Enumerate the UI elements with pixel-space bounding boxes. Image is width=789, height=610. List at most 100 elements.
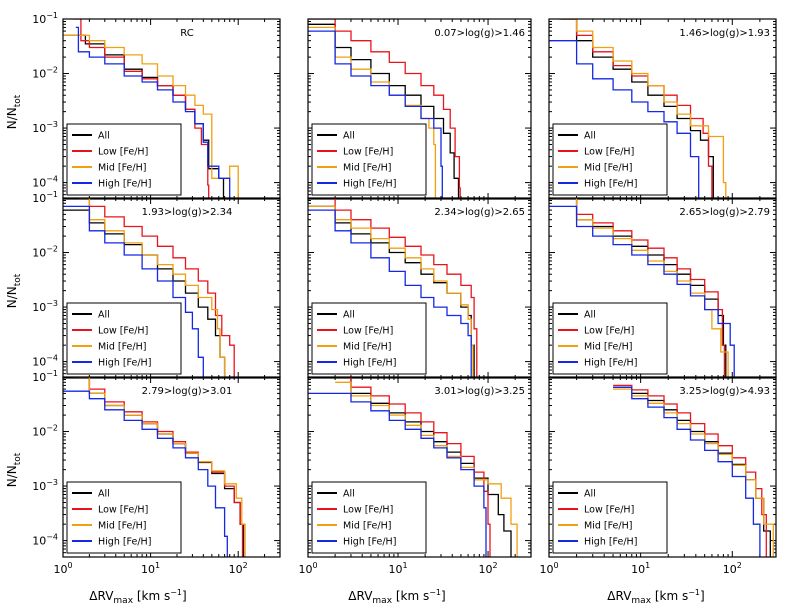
- legend: All Low [Fe/H] Mid [Fe/H] High [Fe/H]: [311, 481, 427, 554]
- series-line-high-fe-h: [613, 386, 761, 557]
- x-axis-label-col-3: ΔRVmax [km s−1]: [607, 588, 704, 606]
- legend-entry: Mid [Fe/H]: [584, 163, 632, 174]
- panel-label: 3.01>log(g)>3.25: [434, 386, 525, 397]
- series-line-low-fe-h: [335, 377, 491, 557]
- legend-entry: All: [584, 131, 596, 142]
- legend-entry: All: [343, 489, 355, 500]
- x-tick-label: 100: [539, 561, 558, 576]
- series-line-low-fe-h: [73, 19, 210, 199]
- x-tick-label: 100: [53, 561, 72, 576]
- x-tick-label: 101: [631, 561, 650, 576]
- panel-frame: [62, 376, 281, 558]
- panel-label: 2.34>log(g)>2.65: [434, 207, 525, 218]
- y-axis-label-row-3: N/Ntot: [5, 452, 23, 487]
- series-line-high-fe-h: [549, 205, 735, 378]
- panel-frame: [307, 376, 532, 558]
- panel-8: 3.01>log(g)>3.25 All Low [Fe/H] Mid [Fe/H] H…: [298, 376, 532, 576]
- x-tick-label: 102: [479, 561, 498, 576]
- x-tick-label: 100: [298, 561, 317, 576]
- legend-entry: All: [584, 310, 596, 321]
- legend-entry: All: [98, 489, 110, 500]
- panel-4: 1.93>log(g)>2.34 All Low [Fe/H] Mid [Fe/H] H…: [32, 190, 281, 379]
- panel-2: 0.07>log(g)>1.46 All Low [Fe/H] Mid [Fe/H] H…: [307, 18, 532, 200]
- legend-entry: Mid [Fe/H]: [584, 521, 632, 532]
- panel-frame: [548, 376, 777, 558]
- panel-label: 3.25>log(g)>4.93: [679, 386, 770, 397]
- panel-7: 2.79>log(g)>3.01 All Low [Fe/H] Mid [Fe/H] H…: [32, 369, 281, 576]
- legend-entry: Low [Fe/H]: [343, 147, 393, 158]
- series-line-high-fe-h: [63, 390, 228, 557]
- legend-entry: Low [Fe/H]: [584, 147, 634, 158]
- panel-label: 0.07>log(g)>1.46: [434, 28, 525, 39]
- legend: All Low [Fe/H] Mid [Fe/H] High [Fe/H]: [311, 302, 427, 375]
- legend-entry: High [Fe/H]: [343, 179, 396, 190]
- series-line-high-fe-h: [549, 40, 700, 199]
- legend-entry: Low [Fe/H]: [98, 505, 148, 516]
- panel-label: RC: [180, 28, 193, 39]
- panel-frame: [62, 18, 281, 200]
- y-axis-label-row-2: N/Ntot: [5, 273, 23, 308]
- series-line-high-fe-h: [75, 26, 231, 199]
- legend-entry: Mid [Fe/H]: [98, 163, 146, 174]
- legend: All Low [Fe/H] Mid [Fe/H] High [Fe/H]: [66, 481, 182, 554]
- legend-entry: High [Fe/H]: [584, 358, 637, 369]
- series-line-mid-fe-h: [613, 388, 774, 557]
- panel-frame: [62, 197, 281, 379]
- y-tick-label: 10−3: [32, 120, 58, 135]
- series-line-high-fe-h: [308, 209, 472, 378]
- legend-entry: All: [98, 131, 110, 142]
- panel-label: 1.93>log(g)>2.34: [142, 207, 233, 218]
- legend-entry: All: [343, 310, 355, 321]
- legend-entry: Mid [Fe/H]: [98, 521, 146, 532]
- series-line-low-fe-h: [308, 19, 461, 199]
- panel-label: 2.79>log(g)>3.01: [142, 386, 233, 397]
- series-line-high-fe-h: [308, 30, 443, 199]
- series-line-high-fe-h: [308, 392, 487, 557]
- legend-entry: High [Fe/H]: [343, 358, 396, 369]
- legend: All Low [Fe/H] Mid [Fe/H] High [Fe/H]: [552, 123, 668, 196]
- series-line-all: [308, 205, 475, 378]
- panel-label: 1.46>log(g)>1.93: [679, 28, 770, 39]
- panel-frame: [307, 197, 532, 379]
- series-line-low-fe-h: [326, 198, 478, 378]
- legend: All Low [Fe/H] Mid [Fe/H] High [Fe/H]: [552, 481, 668, 554]
- y-tick-label: 10−1: [32, 11, 58, 26]
- legend-entry: Mid [Fe/H]: [343, 342, 391, 353]
- series-line-low-fe-h: [80, 198, 235, 378]
- legend-entry: Low [Fe/H]: [343, 326, 393, 337]
- series-line-low-fe-h: [613, 384, 767, 557]
- y-tick-label: 10−4: [32, 354, 58, 369]
- legend-entry: Low [Fe/H]: [584, 505, 634, 516]
- legend-entry: Mid [Fe/H]: [343, 521, 391, 532]
- legend-entry: All: [98, 310, 110, 321]
- legend-entry: High [Fe/H]: [584, 179, 637, 190]
- panel-label: 2.65>log(g)>2.79: [679, 207, 770, 218]
- legend-entry: All: [343, 131, 355, 142]
- legend-entry: All: [584, 489, 596, 500]
- legend-entry: High [Fe/H]: [584, 537, 637, 548]
- legend: All Low [Fe/H] Mid [Fe/H] High [Fe/H]: [66, 302, 182, 375]
- legend-entry: High [Fe/H]: [98, 358, 151, 369]
- legend-entry: Mid [Fe/H]: [343, 163, 391, 174]
- legend: All Low [Fe/H] Mid [Fe/H] High [Fe/H]: [311, 123, 427, 196]
- panel-6: 2.65>log(g)>2.79 All Low [Fe/H] Mid [Fe/H] H…: [548, 197, 777, 379]
- x-axis-label-col-2: ΔRVmax [km s−1]: [348, 588, 445, 606]
- legend-entry: Low [Fe/H]: [584, 326, 634, 337]
- panel-9: 3.25>log(g)>4.93 All Low [Fe/H] Mid [Fe/H] H…: [539, 376, 777, 576]
- panel-3: 1.46>log(g)>1.93 All Low [Fe/H] Mid [Fe/H] H…: [548, 18, 777, 200]
- panel-1: RC All Low [Fe/H] Mid [Fe/H] High [Fe/H] 10−1…: [32, 11, 281, 200]
- panel-5: 2.34>log(g)>2.65 All Low [Fe/H] Mid [Fe/H] H…: [307, 197, 532, 379]
- panel-frame: [307, 18, 532, 200]
- x-tick-label: 102: [723, 561, 742, 576]
- series-line-mid-fe-h: [78, 198, 226, 378]
- y-tick-label: 10−2: [32, 424, 58, 439]
- x-tick-label: 102: [229, 561, 248, 576]
- y-axis-label-row-1: N/Ntot: [5, 94, 23, 129]
- y-tick-label: 10−2: [32, 66, 58, 81]
- series-line-mid-fe-h: [565, 19, 727, 199]
- y-tick-label: 10−3: [32, 478, 58, 493]
- legend-entry: Mid [Fe/H]: [584, 342, 632, 353]
- legend-entry: Low [Fe/H]: [98, 326, 148, 337]
- y-tick-label: 10−4: [32, 175, 58, 190]
